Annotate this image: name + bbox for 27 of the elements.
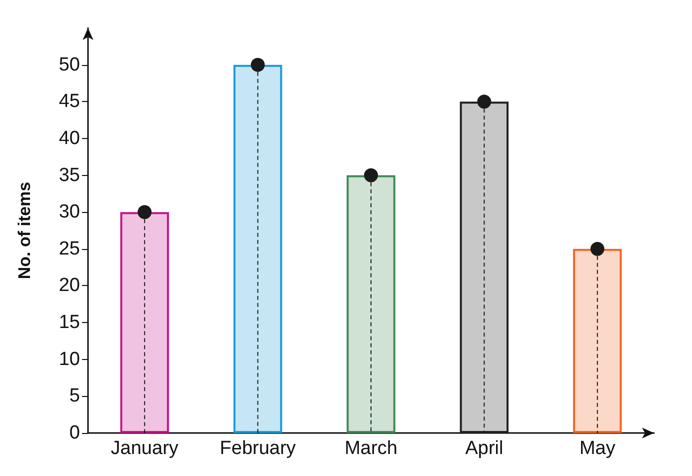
x-tick-label: March (344, 438, 398, 459)
bar (460, 102, 509, 433)
bar (346, 175, 396, 433)
bar (233, 64, 282, 433)
x-tick-label: May (579, 438, 616, 459)
x-tick-label: January (110, 438, 179, 459)
y-tick-label: 25 (58, 238, 80, 260)
bar (573, 248, 622, 433)
point (138, 205, 152, 220)
y-tick-label: 30 (58, 202, 80, 223)
x-tick-label: April (465, 438, 504, 459)
y-tick-label: 15 (58, 312, 80, 334)
y-tick-label: 35 (58, 164, 80, 186)
point (364, 168, 378, 182)
y-tick-label: 50 (58, 54, 80, 76)
point (590, 242, 604, 256)
y-tick-label: 45 (58, 91, 80, 112)
x-tick-label: February (220, 438, 296, 459)
point (477, 94, 492, 109)
y-tick-label: 10 (58, 348, 80, 370)
y-axis-title: No. of items (15, 182, 34, 280)
y-tick-label: 40 (58, 128, 80, 149)
point (250, 58, 265, 72)
y-tick-label: 0 (69, 422, 80, 444)
bar (120, 212, 169, 433)
y-tick-label: 5 (69, 386, 80, 407)
y-tick-label: 20 (58, 275, 80, 296)
